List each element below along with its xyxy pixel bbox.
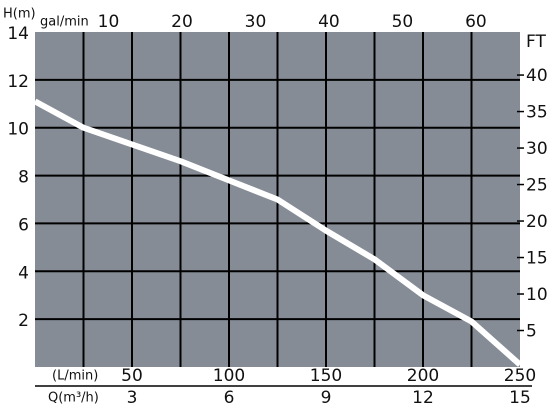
x-tick-label: 6 <box>224 388 235 408</box>
x-tick-label: 3 <box>127 388 138 408</box>
y-tick-label: 4 <box>18 263 29 283</box>
y-tick-label: 6 <box>18 215 29 235</box>
y2-tick-label: 25 <box>526 176 548 196</box>
y2-tick-label: 35 <box>526 103 548 123</box>
x2-axis-label: (L/min) <box>52 369 98 384</box>
x-tick-label: 15 <box>509 388 531 408</box>
x-tick-label: 12 <box>412 388 434 408</box>
top-axis-label: gal/min <box>40 15 89 30</box>
x2-tick-label: 100 <box>213 366 245 386</box>
x-tick-label: 9 <box>321 388 332 408</box>
x-axis-label: Q(m³/h) <box>48 391 99 406</box>
x3-tick-label: 30 <box>245 12 267 32</box>
x2-tick-label: 250 <box>504 366 536 386</box>
x3-tick-label: 10 <box>98 12 120 32</box>
x3-tick-label: 40 <box>318 12 340 32</box>
x3-tick-label: 50 <box>392 12 414 32</box>
y2-tick-label: 5 <box>526 322 537 342</box>
right-axis-label: FT <box>526 32 546 52</box>
y2-tick-label: 30 <box>526 139 548 159</box>
x2-tick-label: 50 <box>121 366 143 386</box>
x3-tick-label: 20 <box>171 12 193 32</box>
y-tick-label: 12 <box>7 72 29 92</box>
y2-tick-label: 15 <box>526 249 548 269</box>
y-tick-label: 2 <box>18 311 29 331</box>
y2-tick-label: 40 <box>526 66 548 86</box>
x3-tick-label: 60 <box>465 12 487 32</box>
y-axis-label: H(m) <box>3 7 36 22</box>
y2-tick-label: 20 <box>526 212 548 232</box>
y-tick-label: 8 <box>18 168 29 188</box>
y-tick-label: 14 <box>7 24 29 44</box>
x2-tick-label: 200 <box>407 366 439 386</box>
y-tick-label: 10 <box>7 120 29 140</box>
curve <box>33 98 522 367</box>
x2-tick-label: 150 <box>310 366 342 386</box>
y2-tick-label: 10 <box>526 285 548 305</box>
